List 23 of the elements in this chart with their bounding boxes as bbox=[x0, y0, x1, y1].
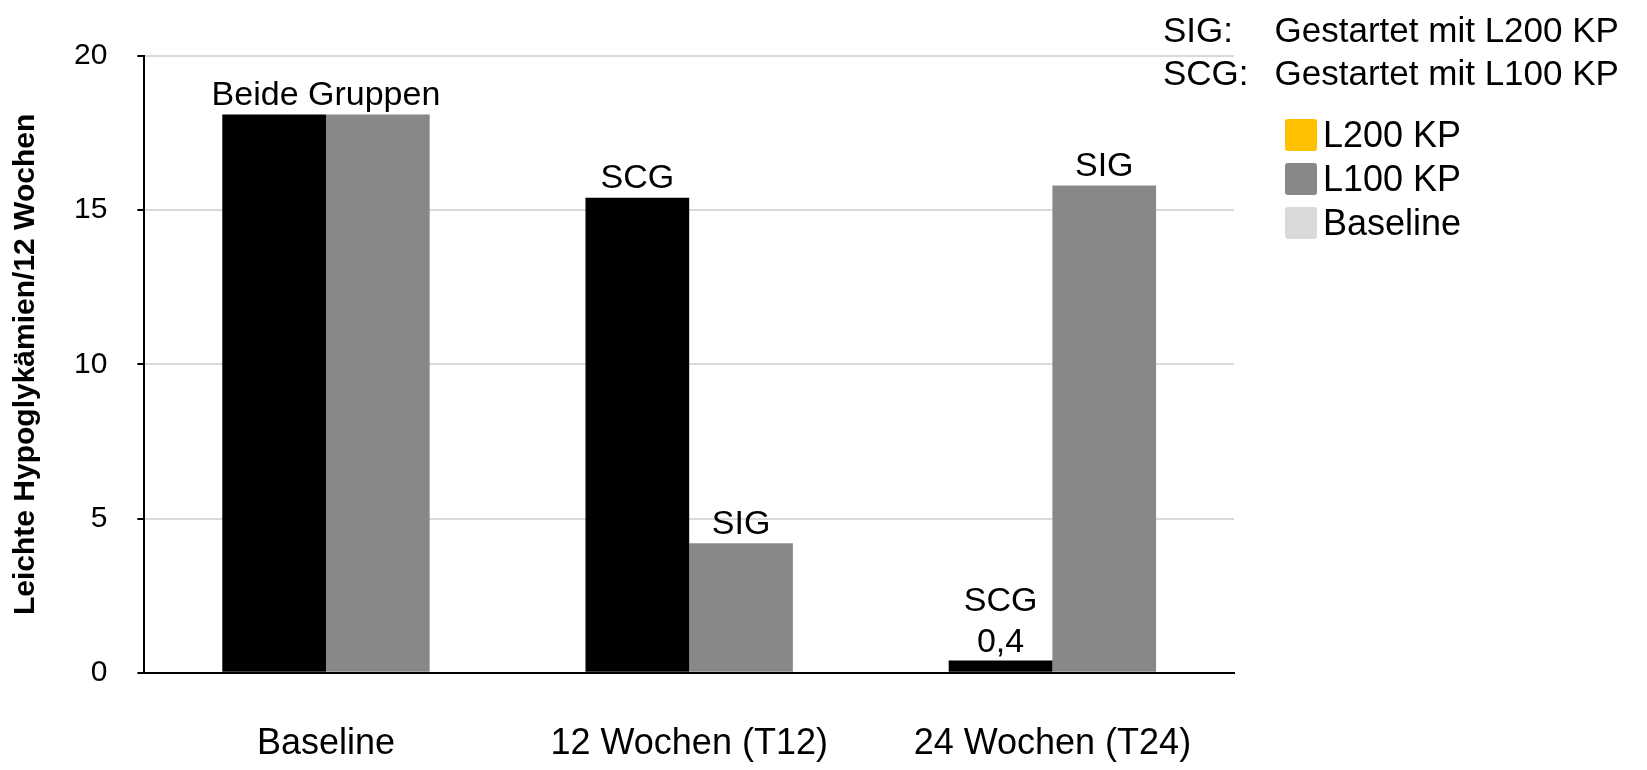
annotation: SCG: Gestartet mit L100 KP bbox=[1163, 52, 1619, 94]
annotation: SCG bbox=[600, 157, 675, 196]
annotation: Beide Gruppen bbox=[211, 73, 441, 112]
bar bbox=[1052, 185, 1157, 672]
y-tick-label: 10 bbox=[73, 345, 108, 379]
x-tick-label: 12 Wochen (T12) bbox=[550, 721, 828, 763]
y-tick-label: 0 bbox=[90, 654, 108, 688]
y-tick-label: 20 bbox=[73, 37, 108, 71]
legend-label: L200 KP bbox=[1323, 113, 1462, 157]
y-tick-label: 5 bbox=[90, 499, 108, 533]
annotation: SIG bbox=[711, 502, 771, 541]
legend-label: L100 KP bbox=[1323, 157, 1462, 201]
y-axis-title: Leichte Hypoglykämien/12 Wochen bbox=[7, 113, 41, 616]
data-label: 0,4 bbox=[976, 620, 1025, 659]
annotation: SCG bbox=[963, 579, 1038, 618]
x-tick-label: Baseline bbox=[256, 721, 396, 763]
annotation: SIG bbox=[1074, 144, 1134, 183]
legend-label: Baseline bbox=[1323, 201, 1462, 245]
bar bbox=[689, 543, 793, 672]
y-tick-label: 15 bbox=[73, 191, 108, 225]
x-tick-label: 24 Wochen (T24) bbox=[913, 721, 1192, 763]
text: SIG: Gestartet mit L200 KP bbox=[1163, 9, 1619, 51]
bar bbox=[325, 114, 430, 672]
